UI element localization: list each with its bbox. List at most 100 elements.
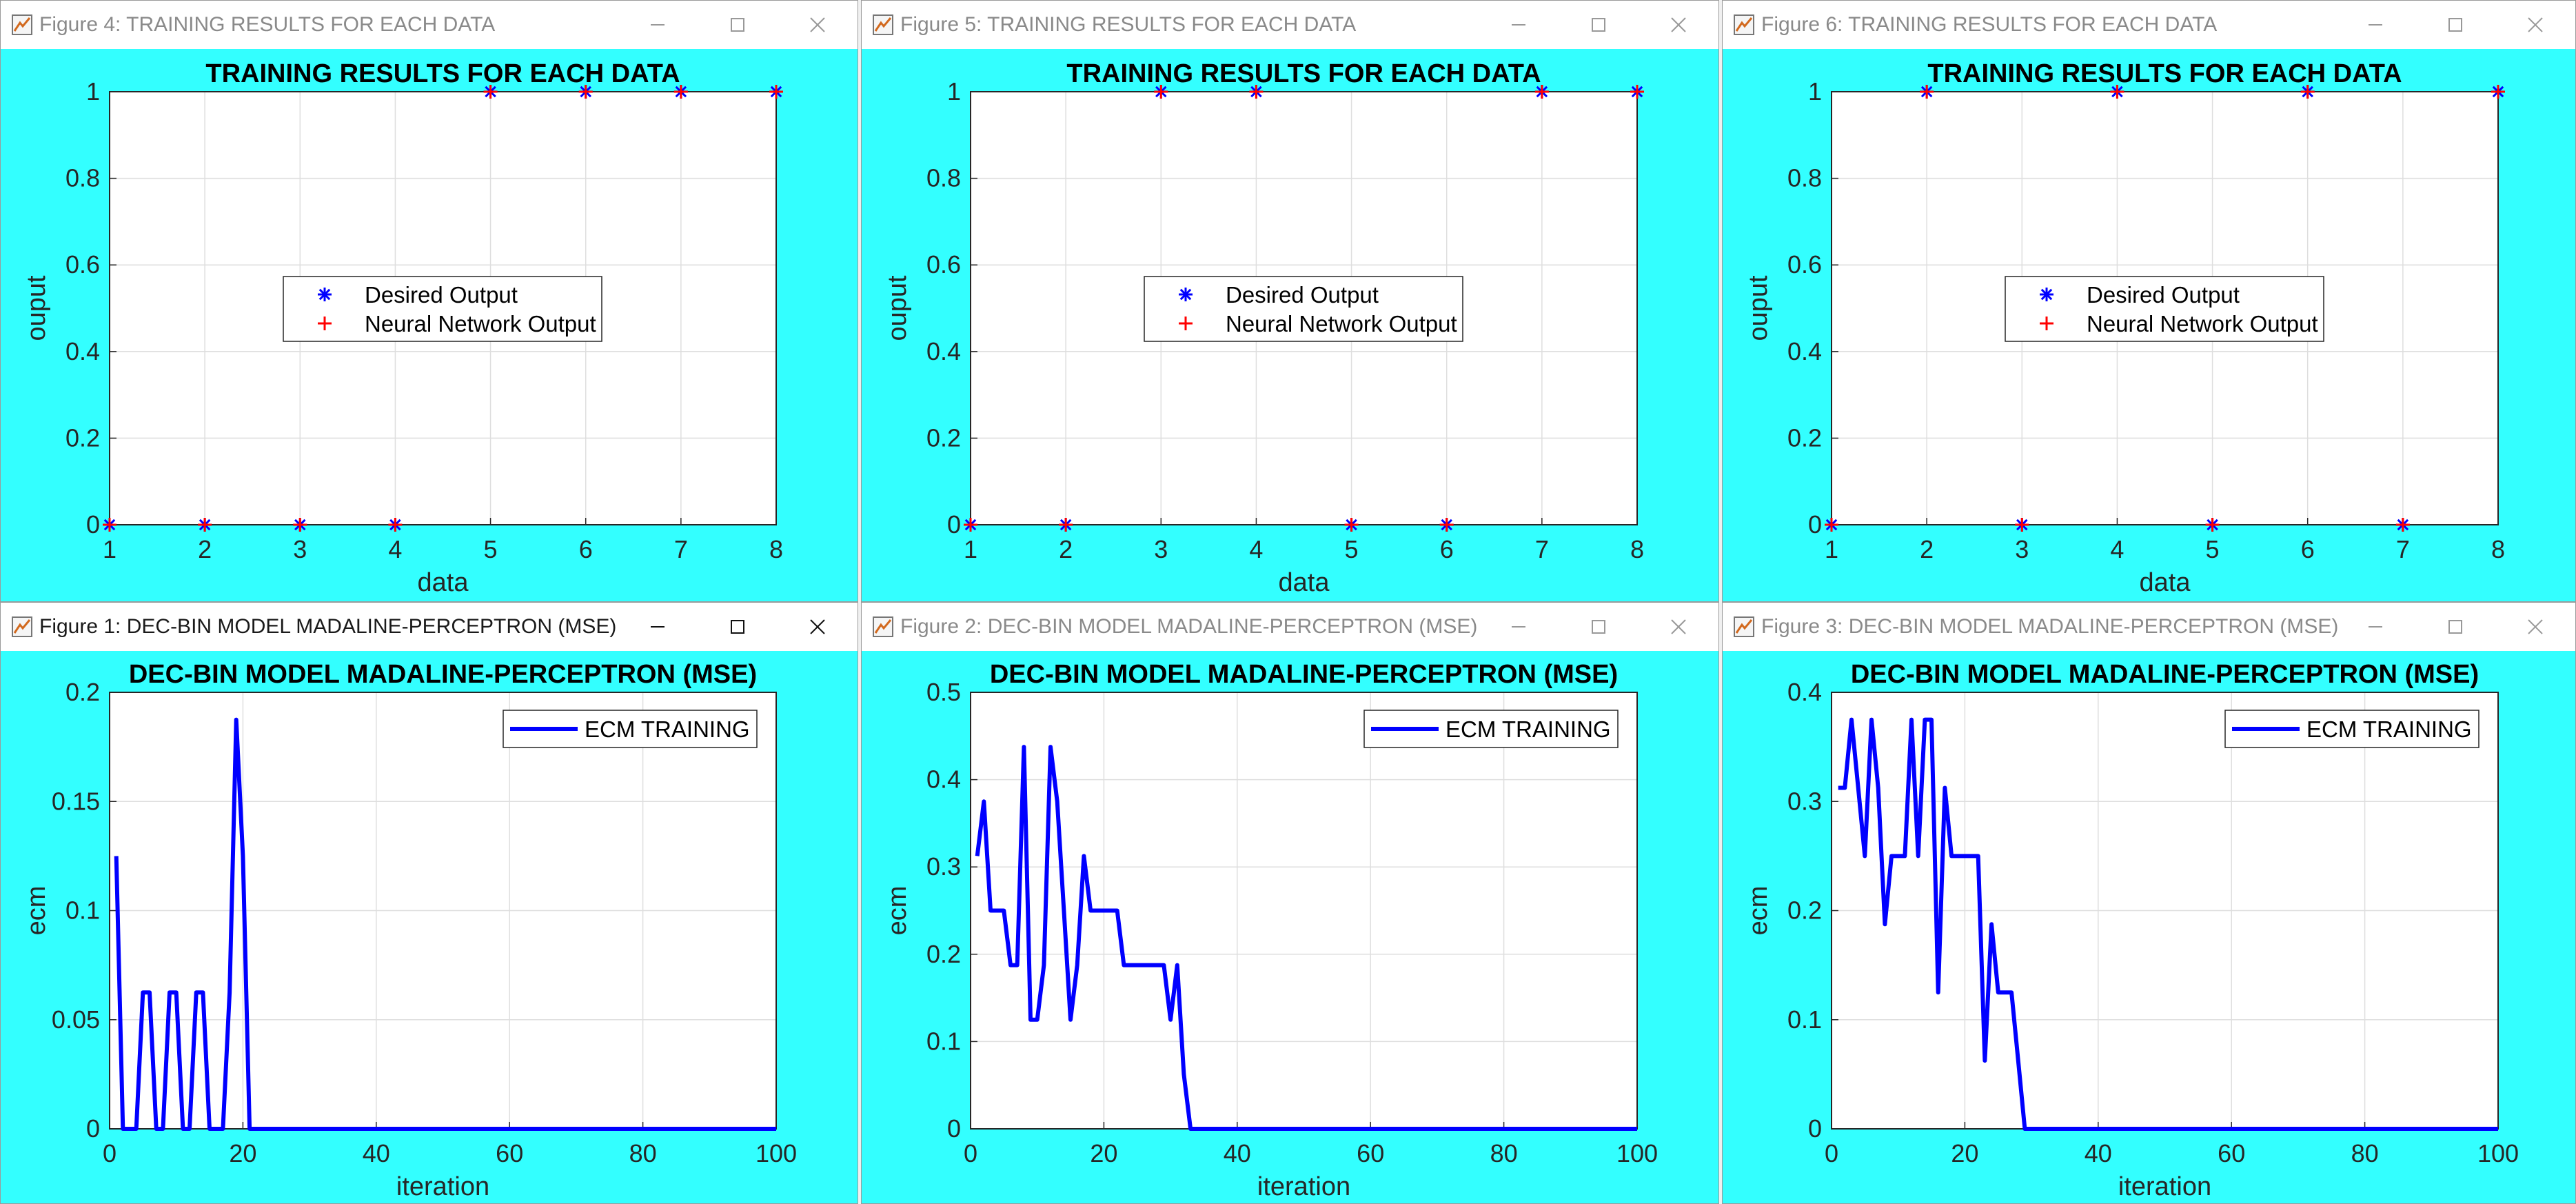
window-title: Figure 1: DEC-BIN MODEL MADALINE-PERCEPT… <box>39 615 617 638</box>
y-tick-label: 0.2 <box>65 423 100 452</box>
nn-output-marker <box>1630 85 1644 99</box>
close-button[interactable] <box>1639 603 1718 651</box>
nn-output-marker <box>1154 85 1168 99</box>
y-tick-label: 0.4 <box>1787 337 1822 365</box>
x-axis-label: iteration <box>396 1172 489 1201</box>
title-bar[interactable]: Figure 3: DEC-BIN MODEL MADALINE-PERCEPT… <box>1723 603 2575 651</box>
minimize-button[interactable] <box>1479 1 1559 49</box>
figure-window-fig3[interactable]: Figure 3: DEC-BIN MODEL MADALINE-PERCEPT… <box>1722 602 2576 1204</box>
minimize-button[interactable] <box>618 603 698 651</box>
figure-window-fig1[interactable]: Figure 1: DEC-BIN MODEL MADALINE-PERCEPT… <box>0 602 858 1204</box>
minimize-icon <box>1512 24 1525 26</box>
title-bar[interactable]: Figure 6: TRAINING RESULTS FOR EACH DATA <box>1723 1 2575 49</box>
plot-area: 0 20 40 60 80 100 0 0.05 0.1 0.15 0.2 DEC-BIN MODEL… <box>22 660 797 1201</box>
y-tick-label: 0.2 <box>926 423 961 452</box>
axes-frame <box>1831 91 2499 525</box>
legend[interactable]: Desired Output Neural Network Output <box>2005 276 2324 342</box>
plot-area: 1 2 3 4 5 6 7 8 0 0.2 0.4 0.6 0.8 1 TRAINING RESULTS F… <box>883 59 1644 597</box>
y-tick-label: 1 <box>86 77 100 106</box>
y-tick-label: 0.1 <box>1787 1005 1822 1034</box>
nn-output-marker <box>2300 85 2315 99</box>
nn-output-marker <box>2015 518 2029 532</box>
x-tick-label: 1 <box>1825 535 1838 563</box>
maximize-button[interactable] <box>1559 1 1639 49</box>
legend[interactable]: ECM TRAINING <box>503 710 758 748</box>
close-button[interactable] <box>2495 1 2575 49</box>
y-tick-label: 0 <box>947 510 961 539</box>
title-bar[interactable]: Figure 4: TRAINING RESULTS FOR EACH DATA <box>1 1 858 49</box>
maximize-icon <box>1592 620 1605 634</box>
figure-window-fig6[interactable]: Figure 6: TRAINING RESULTS FOR EACH DATA… <box>1722 0 2576 602</box>
nn-output-marker <box>1249 85 1264 99</box>
figure-window-fig5[interactable]: Figure 5: TRAINING RESULTS FOR EACH DATA… <box>861 0 1719 602</box>
close-button[interactable] <box>1639 1 1718 49</box>
title-bar[interactable]: Figure 5: TRAINING RESULTS FOR EACH DATA <box>862 1 1718 49</box>
x-tick-label: 8 <box>1630 535 1644 563</box>
legend-entry-nn-output: Neural Network Output <box>2087 311 2318 337</box>
x-tick-label: 60 <box>1357 1139 1384 1167</box>
window-controls <box>1479 1 1718 49</box>
nn-output-marker <box>2040 317 2053 330</box>
nn-output-marker <box>578 85 593 99</box>
maximize-button[interactable] <box>698 603 778 651</box>
title-bar[interactable]: Figure 2: DEC-BIN MODEL MADALINE-PERCEPT… <box>862 603 1718 651</box>
figure-window-fig2[interactable]: Figure 2: DEC-BIN MODEL MADALINE-PERCEPT… <box>861 602 1719 1204</box>
maximize-button[interactable] <box>698 1 778 49</box>
x-tick-label: 5 <box>2206 535 2220 563</box>
legend[interactable]: Desired Output Neural Network Output <box>283 276 602 342</box>
x-tick-label: 7 <box>2396 535 2410 563</box>
x-tick-label: 0 <box>1825 1139 1838 1167</box>
plot-title: DEC-BIN MODEL MADALINE-PERCEPTRON (MSE) <box>129 660 757 689</box>
matlab-figure-icon <box>1734 616 1754 637</box>
close-button[interactable] <box>2495 603 2575 651</box>
x-tick-label: 0 <box>964 1139 977 1167</box>
window-title: Figure 3: DEC-BIN MODEL MADALINE-PERCEPT… <box>1761 615 2339 638</box>
y-tick-label: 0.4 <box>65 337 100 365</box>
x-tick-label: 2 <box>1059 535 1073 563</box>
nn-output-marker <box>2491 85 2505 99</box>
y-axis-label: ouput <box>22 275 51 341</box>
legend[interactable]: ECM TRAINING <box>1363 710 1619 748</box>
matlab-figure-icon <box>873 14 893 35</box>
nn-output-marker <box>1439 518 1454 532</box>
x-tick-label: 40 <box>1224 1139 1251 1167</box>
legend[interactable]: ECM TRAINING <box>2224 710 2479 748</box>
y-tick-label: 0.3 <box>926 852 961 881</box>
window-title: Figure 4: TRAINING RESULTS FOR EACH DATA <box>39 13 496 36</box>
window-title: Figure 5: TRAINING RESULTS FOR EACH DATA <box>900 13 1357 36</box>
legend-entry-ecm: ECM TRAINING <box>1446 716 1611 742</box>
x-tick-label: 40 <box>363 1139 390 1167</box>
x-tick-label: 6 <box>1440 535 1454 563</box>
x-axis-label: data <box>2140 568 2191 597</box>
axes-frame <box>109 91 777 525</box>
nn-output-marker <box>769 85 783 99</box>
nn-output-marker <box>1179 317 1193 330</box>
close-button[interactable] <box>778 1 858 49</box>
minimize-button[interactable] <box>2335 1 2415 49</box>
minimize-icon <box>651 24 665 26</box>
window-controls <box>2335 603 2575 651</box>
minimize-button[interactable] <box>1479 603 1559 651</box>
y-tick-label: 0.2 <box>1787 423 1822 452</box>
x-tick-label: 4 <box>1249 535 1263 563</box>
nn-output-marker <box>198 518 212 532</box>
minimize-button[interactable] <box>2335 603 2415 651</box>
axes-frame <box>970 91 1638 525</box>
x-tick-label: 0 <box>103 1139 116 1167</box>
maximize-button[interactable] <box>2415 1 2495 49</box>
y-tick-label: 0.8 <box>926 164 961 192</box>
matlab-figure-icon <box>12 616 32 637</box>
axes-background <box>971 692 1637 1129</box>
legend[interactable]: Desired Output Neural Network Output <box>1144 276 1463 342</box>
maximize-button[interactable] <box>2415 603 2495 651</box>
matlab-figure-icon <box>12 14 32 35</box>
y-tick-label: 1 <box>947 77 961 106</box>
minimize-button[interactable] <box>618 1 698 49</box>
x-tick-label: 80 <box>2351 1139 2379 1167</box>
title-bar[interactable]: Figure 1: DEC-BIN MODEL MADALINE-PERCEPT… <box>1 603 858 651</box>
x-axis-label: iteration <box>1257 1172 1350 1201</box>
legend-entry-ecm: ECM TRAINING <box>585 716 750 742</box>
figure-window-fig4[interactable]: Figure 4: TRAINING RESULTS FOR EACH DATA… <box>0 0 858 602</box>
close-button[interactable] <box>778 603 858 651</box>
maximize-button[interactable] <box>1559 603 1639 651</box>
